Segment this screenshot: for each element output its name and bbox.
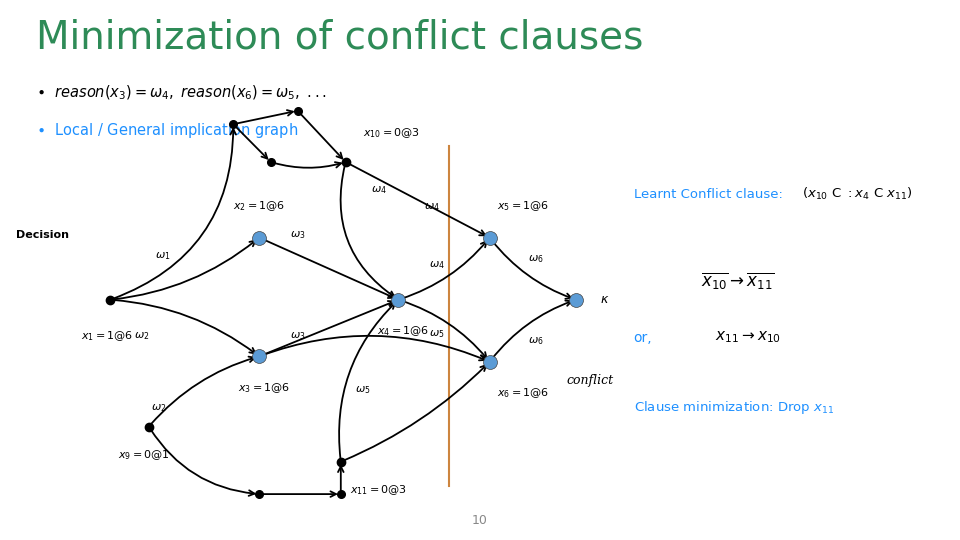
Text: $\bullet$  $\mathit{reason}(x_3) = \omega_4,\ \mathit{reason}(x_6) = \omega_5,\ : $\bullet$ $\mathit{reason}(x_3) = \omega… [36, 84, 327, 102]
Text: or,: or, [634, 330, 652, 345]
Text: $\omega_2$: $\omega_2$ [134, 330, 150, 342]
Text: $\omega_5$: $\omega_5$ [429, 328, 444, 340]
Text: $\omega_6$: $\omega_6$ [528, 253, 543, 265]
Text: $x_{11}=0@3$: $x_{11}=0@3$ [350, 483, 407, 497]
Text: Minimization of conflict clauses: Minimization of conflict clauses [36, 19, 644, 57]
Text: $x_{11} \rightarrow x_{10}$: $x_{11} \rightarrow x_{10}$ [715, 329, 781, 346]
Text: 10: 10 [472, 514, 488, 526]
Text: $x_9=0@1$: $x_9=0@1$ [118, 448, 170, 462]
Text: $\kappa$: $\kappa$ [600, 293, 610, 306]
Text: $\bullet$  Local / General implication graph: $\bullet$ Local / General implication gr… [36, 122, 299, 140]
Text: Learnt Conflict clause:: Learnt Conflict clause: [634, 188, 782, 201]
Text: $x_{10}=0@3$: $x_{10}=0@3$ [363, 126, 420, 140]
Text: $\overline{x_{10}} \rightarrow \overline{x_{11}}$: $\overline{x_{10}} \rightarrow \overline… [701, 271, 774, 291]
Text: $\omega_1$: $\omega_1$ [156, 251, 171, 262]
Text: $x_2=1@6$: $x_2=1@6$ [233, 199, 285, 213]
Text: $x_3=1@6$: $x_3=1@6$ [238, 381, 290, 395]
Text: $\omega_4$: $\omega_4$ [429, 259, 444, 271]
Text: $x_5=1@6$: $x_5=1@6$ [497, 199, 549, 213]
Text: $x_1=1@6$: $x_1=1@6$ [82, 329, 133, 343]
Text: $\omega_2$: $\omega_2$ [151, 402, 166, 414]
Text: $\omega_5$: $\omega_5$ [355, 384, 371, 396]
Text: $x_4=1@6$: $x_4=1@6$ [377, 324, 429, 338]
Text: $x_6=1@6$: $x_6=1@6$ [497, 386, 549, 400]
Text: $\omega_6$: $\omega_6$ [528, 335, 543, 347]
Text: Clause minimization: Drop $x_{11}$: Clause minimization: Drop $x_{11}$ [634, 399, 834, 416]
Text: $(x_{10}\ \mathsf{C}\ {:}x_4\ \mathsf{C}\ x_{11})$: $(x_{10}\ \mathsf{C}\ {:}x_4\ \mathsf{C}… [802, 186, 912, 202]
Text: conflict: conflict [566, 374, 613, 387]
Text: Decision: Decision [16, 230, 69, 240]
Text: $\omega_4$: $\omega_4$ [372, 184, 387, 196]
Text: $\omega_3$: $\omega_3$ [290, 229, 305, 241]
Text: $\omega_4$: $\omega_4$ [424, 201, 440, 213]
Text: $\omega_3$: $\omega_3$ [290, 330, 305, 342]
